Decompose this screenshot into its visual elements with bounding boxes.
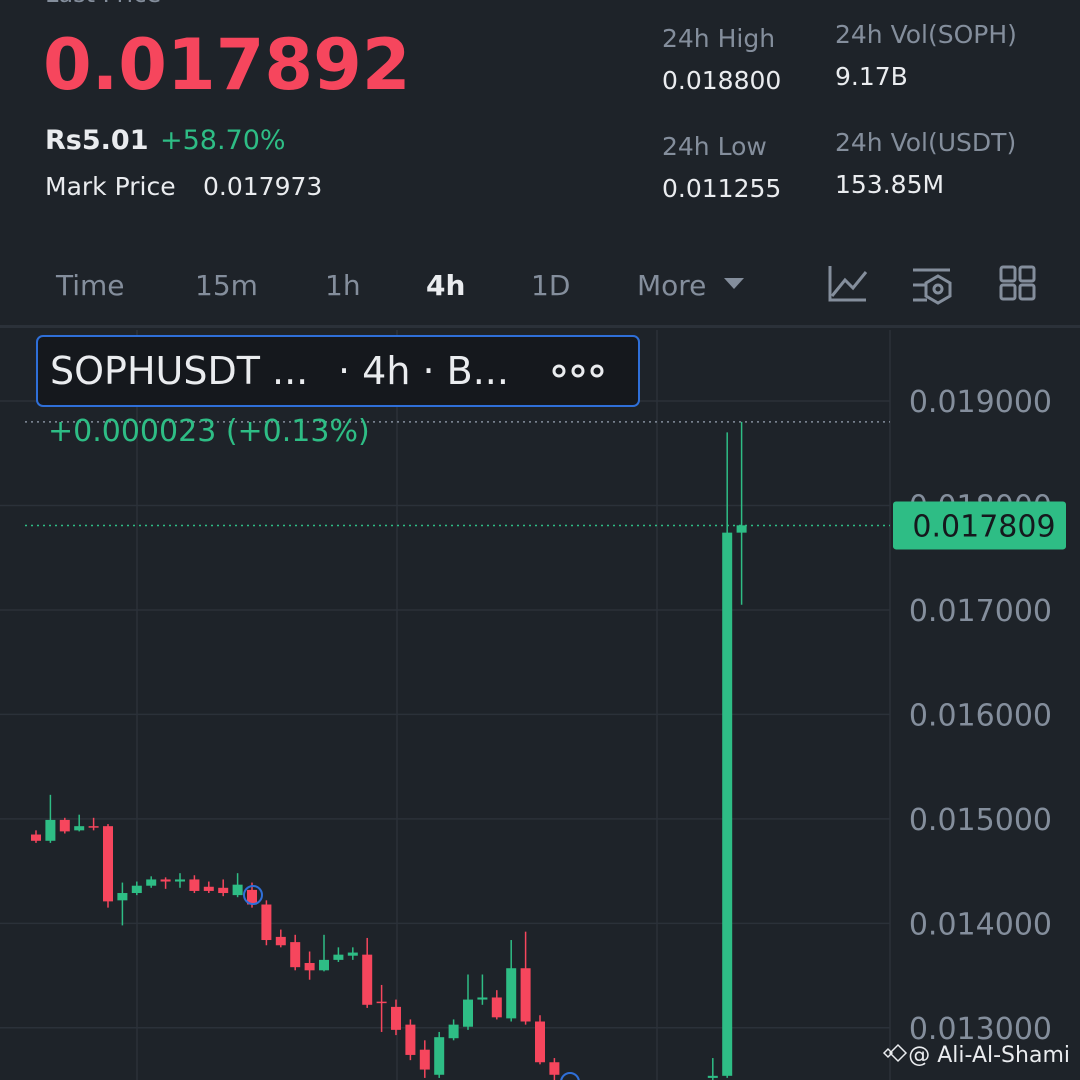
candle-body bbox=[290, 942, 301, 968]
stat-label: 24h Vol(SOPH) bbox=[835, 20, 1017, 49]
candle-body bbox=[31, 834, 41, 841]
candle-body bbox=[304, 963, 315, 971]
y-tick-label: 0.014000 bbox=[909, 907, 1052, 942]
candle-body bbox=[520, 968, 531, 1022]
candle-body bbox=[189, 879, 200, 891]
candle-body bbox=[275, 936, 286, 946]
candle-body bbox=[88, 826, 99, 828]
time-grid bbox=[136, 330, 891, 1080]
candle-body bbox=[247, 889, 257, 905]
candle-body bbox=[707, 1075, 718, 1078]
current-price-label: 0.017809 bbox=[912, 509, 1055, 544]
stat-value: 153.85M bbox=[835, 170, 944, 199]
y-tick-label: 0.019000 bbox=[909, 385, 1052, 420]
overlay: SOPHUSDT ... · 4h · B... +0.000023 (+0.1… bbox=[36, 335, 1070, 1080]
last-price-label: Last Price bbox=[45, 0, 161, 8]
tab[interactable]: 1h bbox=[325, 269, 361, 302]
candle-body bbox=[146, 879, 157, 886]
candle-body bbox=[203, 886, 214, 891]
settings-icon[interactable] bbox=[913, 268, 952, 305]
legend-change: +0.000023 (+0.13%) bbox=[48, 414, 370, 449]
candle-body bbox=[448, 1024, 459, 1039]
stat-value: 0.011255 bbox=[662, 174, 781, 203]
candle-body bbox=[463, 999, 473, 1027]
watermark-logo bbox=[882, 1043, 908, 1063]
mark-price: 0.017973 bbox=[203, 172, 322, 201]
tab-active[interactable]: 4h bbox=[426, 269, 465, 302]
candle-body bbox=[736, 525, 747, 533]
tab[interactable]: 1D bbox=[531, 269, 570, 302]
candle-body bbox=[319, 959, 329, 971]
candle-body bbox=[160, 879, 171, 882]
stat-label: 24h High bbox=[662, 24, 775, 53]
watermark: @ Ali-Al-Shami bbox=[908, 1043, 1070, 1068]
y-tick-label: 0.016000 bbox=[909, 698, 1052, 733]
candle-body bbox=[74, 826, 85, 831]
candle-body bbox=[59, 819, 70, 832]
candle-body bbox=[506, 968, 517, 1019]
candle-body bbox=[405, 1024, 416, 1055]
candle-body bbox=[391, 1006, 401, 1030]
candle-body bbox=[491, 997, 502, 1018]
y-tick-label: 0.017000 bbox=[909, 594, 1052, 629]
candle-body bbox=[434, 1037, 445, 1075]
candle-body bbox=[535, 1021, 545, 1063]
tab[interactable]: More bbox=[637, 269, 706, 302]
candle-body bbox=[45, 819, 56, 841]
candle-body bbox=[175, 879, 185, 882]
candle-body bbox=[117, 893, 128, 901]
tab[interactable]: 15m bbox=[195, 269, 258, 302]
tab[interactable]: Time bbox=[55, 269, 125, 302]
candle-body bbox=[549, 1062, 560, 1075]
candle-body bbox=[261, 904, 272, 941]
candle-body bbox=[376, 1001, 387, 1004]
last-price: 0.017892 bbox=[43, 24, 411, 106]
event-marker[interactable] bbox=[243, 885, 263, 905]
candle-body bbox=[232, 884, 243, 896]
candle-body bbox=[477, 997, 488, 1000]
candle-body bbox=[218, 887, 229, 894]
candle-body bbox=[333, 954, 344, 960]
fiat-price: Rs5.01 bbox=[45, 125, 148, 156]
stat-label: 24h Low bbox=[662, 132, 767, 161]
candle-body bbox=[362, 954, 373, 1005]
layout-icon[interactable] bbox=[999, 265, 1036, 301]
current-price-tag bbox=[893, 501, 1066, 550]
legend-interval: · 4h · B... bbox=[338, 349, 509, 393]
stat-value: 9.17B bbox=[835, 62, 908, 91]
candle-body bbox=[347, 952, 358, 956]
candle-body bbox=[131, 885, 142, 894]
legend-symbol: SOPHUSDT ... bbox=[50, 349, 308, 393]
dropdown-arrow bbox=[724, 278, 744, 289]
indicator-icon[interactable] bbox=[828, 266, 868, 302]
candle-body bbox=[722, 532, 733, 1076]
y-tick-label: 0.015000 bbox=[909, 803, 1052, 838]
price-change: +58.70% bbox=[160, 125, 286, 156]
stat-label: 24h Vol(USDT) bbox=[835, 128, 1016, 157]
stat-value: 0.018800 bbox=[662, 66, 781, 95]
y-tick-label: 0.013000 bbox=[909, 1012, 1052, 1047]
separator bbox=[0, 325, 1080, 328]
candle-body bbox=[419, 1049, 430, 1070]
legend-box[interactable] bbox=[36, 335, 640, 407]
more-button[interactable] bbox=[552, 364, 604, 378]
mark-price-label: Mark Price bbox=[45, 172, 176, 201]
candle-body bbox=[103, 826, 113, 902]
event-marker[interactable] bbox=[560, 1072, 580, 1080]
